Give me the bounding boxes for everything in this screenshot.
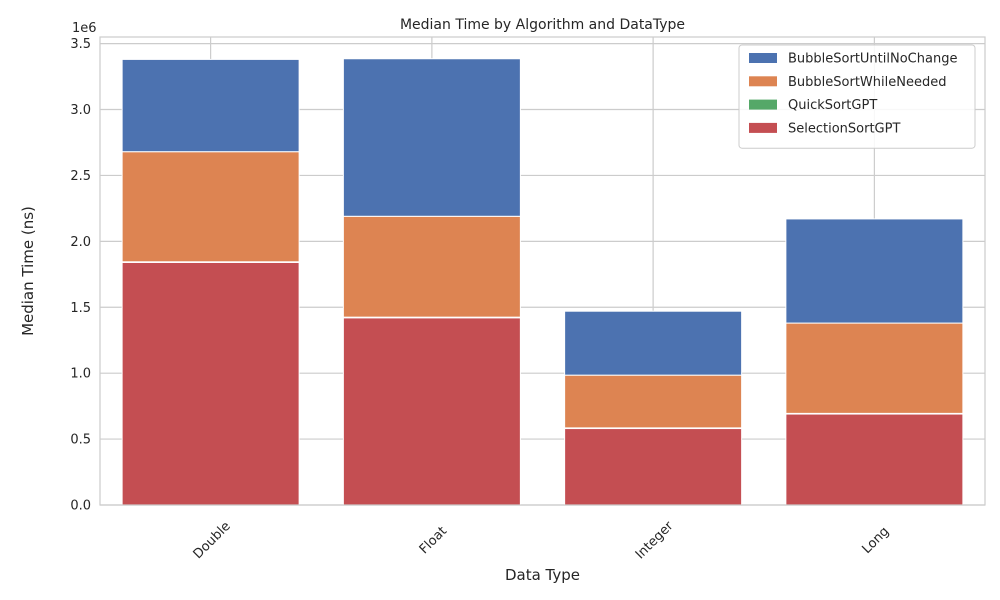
y-tick-label: 2.0 — [70, 235, 91, 250]
plot-frame — [99, 36, 986, 506]
y-tick-label: 2.5 — [70, 169, 91, 184]
x-tick-label-long: Long — [859, 524, 892, 557]
chart-title: Median Time by Algorithm and DataType — [400, 17, 685, 33]
y-tick-label: 3.5 — [70, 37, 91, 52]
y-tick-label: 0.0 — [70, 499, 91, 514]
y-tick-label: 0.5 — [70, 433, 91, 448]
bar-bubblesortuntilnochange-integer — [564, 310, 743, 376]
x-tick-label-float: Float — [417, 524, 450, 557]
x-tick-label-double: Double — [191, 519, 234, 562]
bar-bubblesortwhileneeded-float — [342, 215, 521, 318]
legend-label-bubblesortuntilnochange: BubbleSortUntilNoChange — [788, 52, 957, 67]
bar-bubblesortwhileneeded-double — [121, 151, 300, 263]
y-axis-label: Median Time (ns) — [19, 206, 37, 336]
bar-selectionsortgpt-double — [121, 261, 300, 506]
x-axis-label: Data Type — [505, 566, 580, 584]
y-axis-offset-label: 1e6 — [72, 21, 97, 36]
bar-bubblesortwhileneeded-integer — [564, 374, 743, 429]
legend-label-selectionsortgpt: SelectionSortGPT — [788, 121, 900, 136]
y-tick-label: 1.0 — [70, 367, 91, 382]
bars-layer — [121, 58, 964, 506]
legend-swatch-quicksortgpt — [749, 99, 777, 110]
bar-bubblesortuntilnochange-double — [121, 58, 300, 153]
legend: BubbleSortUntilNoChange BubbleSortWhileNe… — [738, 44, 976, 149]
legend-swatch-bubblesortwhileneeded — [749, 76, 777, 87]
bar-bubblesortuntilnochange-long — [785, 218, 964, 324]
legend-frame — [738, 44, 976, 149]
x-tick-label-integer: Integer — [633, 518, 677, 562]
legend-swatch-bubblesortuntilnochange — [749, 53, 777, 63]
legend-label-bubblesortwhileneeded: BubbleSortWhileNeeded — [788, 75, 946, 90]
bar-bubblesortuntilnochange-float — [342, 58, 521, 217]
bar-selectionsortgpt-integer — [564, 428, 743, 506]
y-tick-label: 3.0 — [70, 103, 91, 118]
bar-selectionsortgpt-long — [785, 413, 964, 506]
legend-swatch-selectionsortgpt — [749, 122, 777, 133]
bar-selectionsortgpt-float — [342, 317, 521, 506]
y-tick-label: 1.5 — [70, 301, 91, 316]
legend-label-quicksortgpt: QuickSortGPT — [788, 98, 877, 113]
bar-bubblesortwhileneeded-long — [785, 322, 964, 414]
